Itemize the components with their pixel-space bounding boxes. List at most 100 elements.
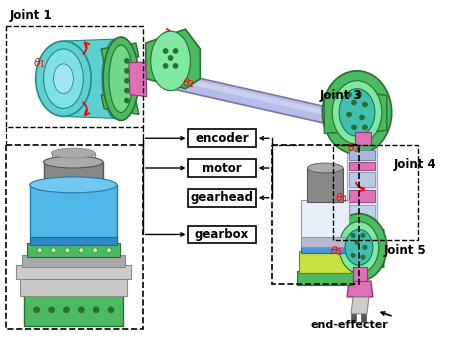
Ellipse shape (339, 221, 379, 273)
Bar (349, 162, 375, 170)
Bar (333, 145, 419, 240)
Ellipse shape (51, 248, 56, 253)
Polygon shape (101, 95, 139, 115)
Ellipse shape (37, 248, 42, 253)
Ellipse shape (355, 240, 359, 245)
Bar (52, 153, 95, 163)
Ellipse shape (44, 49, 83, 109)
Ellipse shape (346, 112, 352, 117)
Ellipse shape (64, 307, 69, 313)
Ellipse shape (351, 253, 355, 257)
FancyArrowPatch shape (356, 183, 364, 191)
Bar (301, 200, 349, 251)
Ellipse shape (52, 148, 95, 158)
Bar (300, 251, 351, 273)
Ellipse shape (173, 49, 178, 54)
Ellipse shape (102, 39, 130, 118)
Ellipse shape (36, 41, 91, 116)
Polygon shape (146, 29, 201, 89)
Text: Joint 4: Joint 4 (394, 158, 437, 171)
Ellipse shape (79, 248, 84, 253)
Ellipse shape (30, 177, 117, 193)
Polygon shape (334, 227, 351, 269)
Bar (188, 189, 256, 207)
FancyArrowPatch shape (344, 88, 353, 95)
Bar (30, 185, 117, 244)
Ellipse shape (363, 102, 367, 107)
Polygon shape (101, 43, 139, 63)
Bar (44, 162, 103, 186)
Bar (349, 172, 375, 187)
Ellipse shape (361, 255, 365, 259)
Ellipse shape (168, 56, 173, 60)
Text: $\theta_3$: $\theta_3$ (346, 141, 360, 155)
Text: Joint 5: Joint 5 (384, 244, 427, 257)
Ellipse shape (93, 307, 99, 313)
Polygon shape (367, 227, 384, 269)
Polygon shape (347, 281, 373, 297)
Bar (24, 294, 123, 326)
Text: $\theta_1$: $\theta_1$ (33, 56, 46, 70)
Polygon shape (351, 297, 369, 314)
Bar (30, 238, 117, 245)
Bar (188, 225, 256, 243)
Bar (349, 150, 375, 160)
Bar (349, 190, 375, 202)
FancyArrowPatch shape (160, 29, 171, 37)
Bar (301, 245, 349, 253)
Ellipse shape (125, 98, 129, 103)
Ellipse shape (54, 64, 73, 94)
Bar (188, 129, 256, 147)
Bar (6, 26, 143, 127)
FancyArrowPatch shape (83, 42, 89, 54)
Ellipse shape (173, 63, 178, 68)
Bar (301, 238, 349, 247)
Bar (6, 145, 143, 329)
Ellipse shape (356, 92, 362, 97)
Ellipse shape (352, 100, 356, 105)
Ellipse shape (163, 63, 168, 68)
Ellipse shape (125, 58, 129, 63)
Bar (22, 255, 125, 267)
Text: gearbox: gearbox (195, 228, 249, 241)
Ellipse shape (363, 245, 367, 249)
Ellipse shape (151, 31, 191, 91)
Ellipse shape (363, 125, 367, 130)
Ellipse shape (339, 89, 375, 136)
Polygon shape (347, 145, 377, 229)
Ellipse shape (346, 92, 352, 97)
Bar (308, 168, 343, 202)
Ellipse shape (93, 248, 98, 253)
Bar (349, 205, 375, 224)
Bar (272, 145, 359, 284)
Polygon shape (172, 73, 351, 128)
Bar (188, 159, 256, 177)
Text: encoder: encoder (195, 132, 249, 145)
Ellipse shape (332, 81, 382, 144)
Bar (27, 243, 120, 257)
Text: gearhead: gearhead (191, 191, 254, 204)
Ellipse shape (125, 88, 129, 93)
Ellipse shape (78, 307, 84, 313)
Ellipse shape (359, 115, 365, 120)
Text: $\theta_5$: $\theta_5$ (329, 244, 343, 258)
Bar (16, 265, 131, 279)
Ellipse shape (331, 214, 387, 281)
Bar (298, 271, 353, 285)
Ellipse shape (351, 233, 355, 238)
Text: Joint 1: Joint 1 (10, 9, 53, 22)
Polygon shape (64, 39, 116, 118)
Bar (351, 314, 356, 322)
Ellipse shape (103, 37, 139, 120)
Ellipse shape (322, 71, 392, 154)
Ellipse shape (109, 45, 133, 113)
FancyArrowPatch shape (83, 102, 90, 115)
Ellipse shape (44, 156, 103, 168)
FancyArrowPatch shape (348, 224, 354, 232)
Polygon shape (353, 267, 367, 281)
Text: $\theta_4$: $\theta_4$ (336, 191, 349, 205)
Bar (20, 278, 127, 296)
Ellipse shape (361, 233, 365, 238)
Polygon shape (355, 132, 371, 145)
Text: motor: motor (202, 161, 242, 175)
